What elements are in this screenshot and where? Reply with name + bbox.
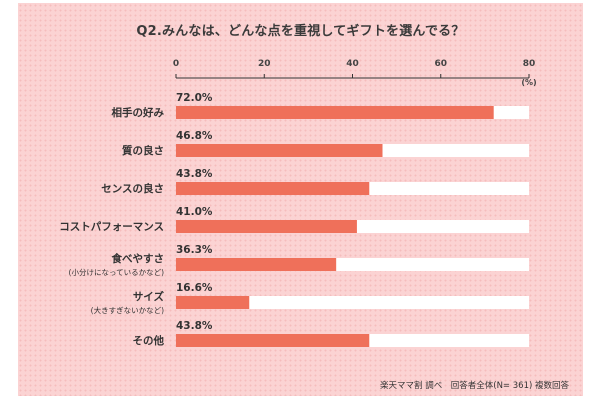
value-label: 46.8% <box>176 130 213 142</box>
bar <box>176 144 383 157</box>
chart-card: Q2.みんなは、どんな点を重視してギフトを選んでる？ 0 20 40 60 80 (%) 7… <box>18 3 583 396</box>
x-tick-label: 20 <box>258 59 271 69</box>
bar-chart: 0 20 40 60 80 (%) 72.0% 相手の好み 46.8% 質の良さ 43.8% センスの… <box>59 59 537 347</box>
source-footnote: 楽天ママ割 調べ 回答者全体(N= 361) 複数回答 <box>380 381 569 391</box>
value-label: 43.8% <box>176 168 213 180</box>
value-label: 41.0% <box>176 206 213 218</box>
category-label: サイズ <box>133 290 165 303</box>
bar-track <box>176 296 529 309</box>
value-label: 43.8% <box>176 320 213 332</box>
bar <box>176 182 370 195</box>
x-tick-label: 40 <box>346 59 359 69</box>
category-label: 食べやすさ <box>111 252 165 265</box>
x-unit-label: (%) <box>521 78 536 87</box>
category-label: その他 <box>133 334 165 347</box>
bar <box>176 258 337 271</box>
category-label: 相手の好み <box>112 106 165 119</box>
x-tick-label: 60 <box>434 59 447 69</box>
category-label: 質の良さ <box>122 144 164 157</box>
value-label: 36.3% <box>176 244 213 256</box>
category-sublabel: (小分けになっているかなど) <box>69 268 165 277</box>
x-tick-label: 80 <box>523 59 536 69</box>
bar <box>176 220 357 233</box>
value-label: 72.0% <box>176 92 213 104</box>
x-tick-label: 0 <box>173 59 179 69</box>
bar <box>176 334 370 347</box>
value-label: 16.6% <box>176 282 213 294</box>
chart-title: Q2.みんなは、どんな点を重視してギフトを選んでる？ <box>136 24 465 39</box>
bar <box>176 106 494 119</box>
category-sublabel: (大きすぎないかなど) <box>91 305 164 315</box>
category-label: センスの良さ <box>101 182 164 195</box>
bar <box>176 296 250 309</box>
category-label: コストパフォーマンス <box>59 221 164 233</box>
